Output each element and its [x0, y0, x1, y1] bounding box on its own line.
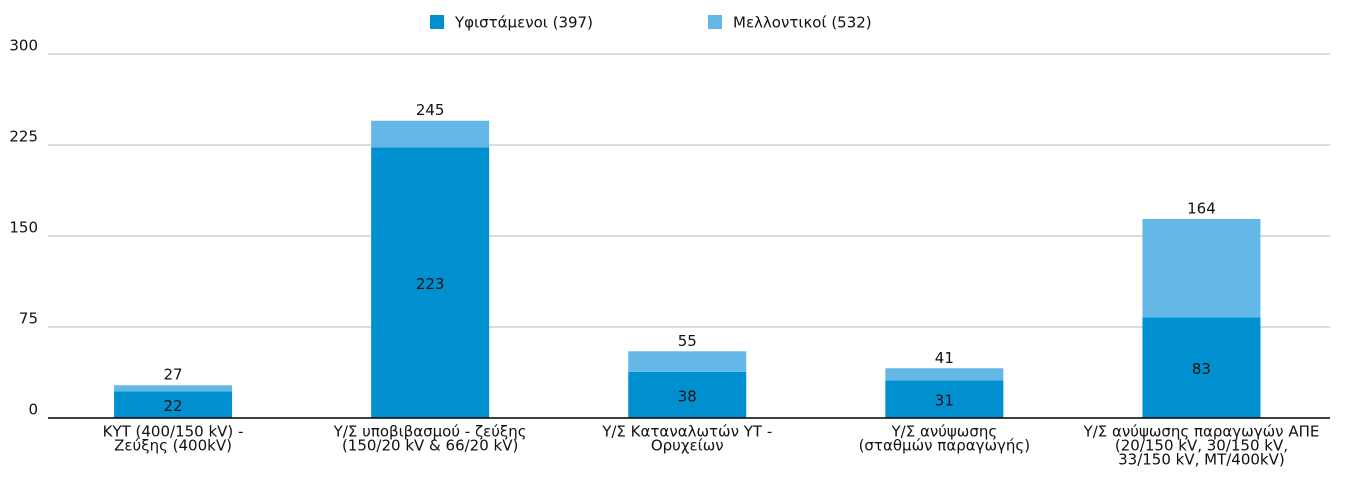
bar-segment [114, 391, 233, 418]
bar-segment [885, 380, 1004, 418]
legend-swatch [708, 15, 722, 29]
x-tick-label: (σταθμών παραγωγής) [859, 437, 1031, 455]
x-tick-label: 33/150 kV, MT/400kV) [1118, 451, 1285, 469]
x-tick-label: (20/150 kV, 30/150 kV, [1115, 437, 1288, 455]
x-tick-label: ΚΥΤ (400/150 kV) - [103, 423, 244, 441]
legend-swatch [430, 15, 444, 29]
x-tick-label: Ζεύξης (400kV) [114, 437, 232, 455]
bar-segment [371, 147, 490, 418]
bar-segment [371, 120, 490, 148]
y-tick-label: 150 [9, 219, 38, 237]
bar-segment [1142, 317, 1261, 418]
x-tick-label: Ορυχείων [651, 437, 724, 455]
x-tick-label: Υ/Σ Καταναλωτών ΥΤ - [601, 423, 772, 441]
y-tick-label: 0 [28, 401, 38, 419]
data-label: 83 [1192, 360, 1211, 378]
bar-segment [628, 371, 747, 418]
bar-segment [1142, 219, 1261, 318]
bar-segment [628, 351, 747, 372]
legend-label: Υφιστάμενοι (397) [454, 14, 593, 32]
total-label: 164 [1187, 200, 1216, 218]
y-tick-label: 75 [19, 310, 38, 328]
data-label: 22 [164, 397, 183, 415]
total-label: 55 [678, 332, 697, 350]
x-tick-label: Υ/Σ ανύψωσης [891, 423, 998, 441]
total-label: 27 [164, 366, 183, 384]
total-label: 245 [416, 101, 445, 119]
x-tick-label: Υ/Σ υποβιβασμού - ζεύξης [333, 423, 527, 441]
x-tick-label: Υ/Σ ανύψωσης παραγωγών ΑΠΕ [1083, 423, 1320, 441]
data-label: 223 [416, 275, 445, 293]
data-label: 31 [935, 392, 954, 410]
total-label: 41 [935, 349, 954, 367]
y-tick-label: 225 [9, 128, 38, 146]
data-label: 38 [678, 387, 697, 405]
y-tick-label: 300 [9, 37, 38, 55]
bar-segment [114, 385, 233, 392]
bar-segment [885, 368, 1004, 381]
legend-label: Μελλοντικοί (532) [733, 14, 872, 32]
x-tick-label: (150/20 kV & 66/20 kV) [342, 437, 518, 455]
